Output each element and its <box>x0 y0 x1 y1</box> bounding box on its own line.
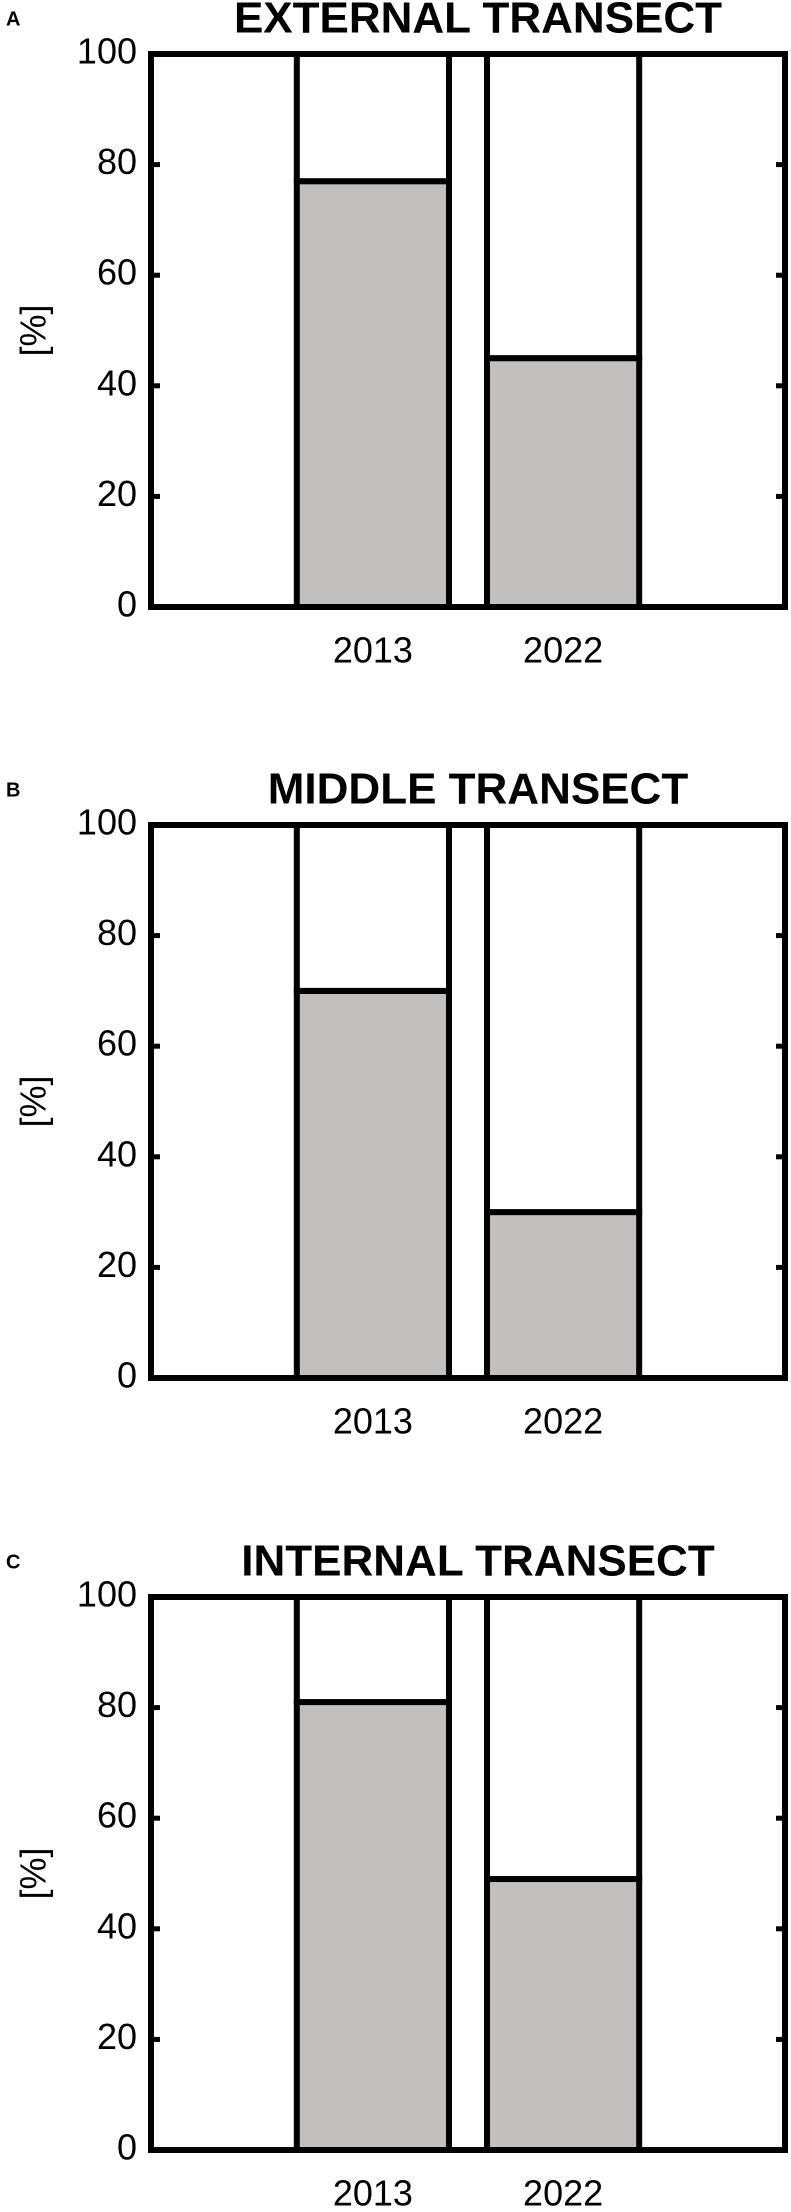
y-axis-label: [%] <box>13 1847 54 1899</box>
y-tick-label: 40 <box>97 1905 137 1946</box>
y-tick-label: 60 <box>97 1023 137 1064</box>
y-tick-label: 40 <box>97 362 137 403</box>
bar-segment <box>293 1594 452 1706</box>
y-tick-label: 20 <box>97 1244 137 1285</box>
panel-label: A <box>6 8 20 30</box>
y-tick-label: 40 <box>97 1133 137 1174</box>
y-axis-label: [%] <box>13 304 54 356</box>
x-tick-label: 2013 <box>333 2173 413 2212</box>
plot-frame <box>148 822 788 1381</box>
plot-frame <box>148 1594 788 2153</box>
y-tick-label: 0 <box>117 2127 137 2168</box>
y-tick-label: 0 <box>117 584 137 625</box>
bar-segment <box>293 987 452 1382</box>
bar-segment <box>484 355 643 610</box>
x-tick-label: 2013 <box>333 630 413 671</box>
y-tick-label: 80 <box>97 912 137 953</box>
bar-segment <box>484 822 643 1216</box>
chart-title: EXTERNAL TRANSECT <box>234 0 722 43</box>
x-tick-label: 2022 <box>523 1401 603 1442</box>
x-tick-label: 2022 <box>523 2173 603 2212</box>
y-tick-label: 0 <box>117 1355 137 1396</box>
y-tick-label: 20 <box>97 2016 137 2057</box>
y-tick-label: 60 <box>97 252 137 293</box>
y-tick-label: 20 <box>97 473 137 514</box>
y-axis-label: [%] <box>13 1075 54 1127</box>
y-tick-label: 80 <box>97 1684 137 1725</box>
x-tick-label: 2013 <box>333 1401 413 1442</box>
y-tick-label: 60 <box>97 1795 137 1836</box>
chart-title: INTERNAL TRANSECT <box>241 1537 715 1586</box>
bar-segment <box>484 1594 643 1883</box>
y-tick-label: 100 <box>77 1574 137 1615</box>
bar-segment <box>293 1699 452 2153</box>
y-tick-label: 80 <box>97 141 137 182</box>
y-tick-label: 100 <box>77 802 137 843</box>
bar-segment <box>293 178 452 610</box>
bar-segment <box>484 1876 643 2154</box>
panel-label: B <box>6 779 20 801</box>
bar-segment <box>484 1209 643 1381</box>
x-tick-label: 2022 <box>523 630 603 671</box>
y-tick-label: 100 <box>77 31 137 72</box>
chart-title: MIDDLE TRANSECT <box>268 765 689 814</box>
panel-label: C <box>6 1551 20 1573</box>
bar-segment <box>293 51 452 185</box>
plot-frame <box>148 51 788 610</box>
bar-segment <box>293 822 452 994</box>
bar-segment <box>484 51 643 362</box>
